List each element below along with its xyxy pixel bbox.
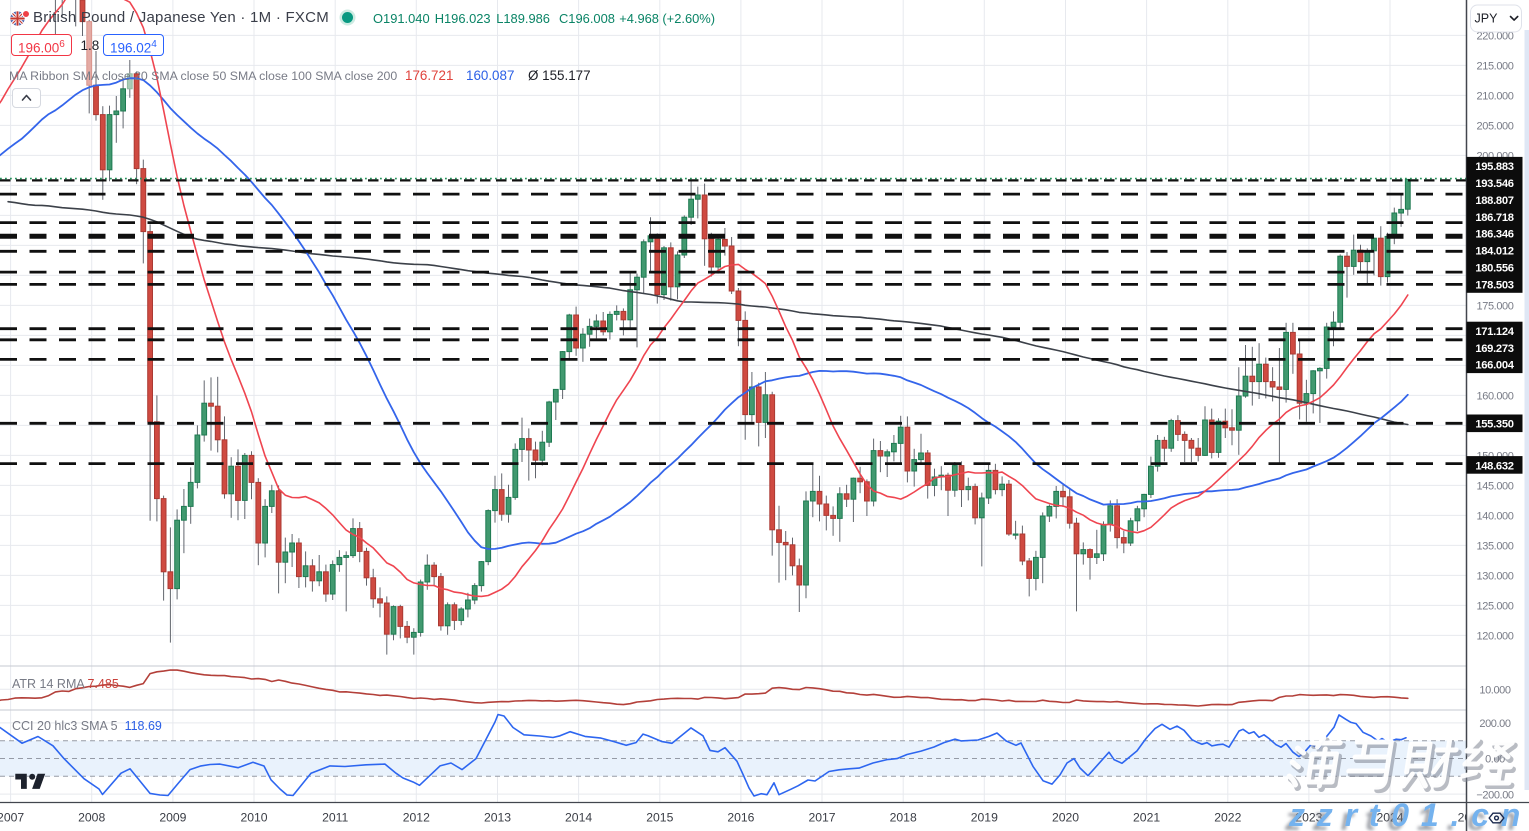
svg-text:120.000: 120.000: [1477, 631, 1514, 643]
svg-text:148.632: 148.632: [1475, 460, 1513, 472]
svg-text:155.350: 155.350: [1475, 419, 1513, 431]
svg-text:2024: 2024: [1376, 811, 1403, 825]
svg-text:215.000: 215.000: [1477, 61, 1514, 73]
svg-text:145.000: 145.000: [1477, 481, 1514, 493]
svg-text:180.556: 180.556: [1475, 263, 1513, 275]
svg-text:2012: 2012: [403, 811, 430, 825]
svg-text:140.000: 140.000: [1477, 511, 1514, 523]
svg-text:193.546: 193.546: [1475, 178, 1513, 190]
svg-text:160.000: 160.000: [1477, 391, 1514, 403]
svg-text:200.00: 200.00: [1479, 718, 1511, 730]
svg-text:178.503: 178.503: [1475, 279, 1513, 291]
svg-text:205.000: 205.000: [1477, 121, 1514, 133]
svg-text:186.346: 186.346: [1475, 229, 1513, 241]
svg-text:2014: 2014: [565, 811, 592, 825]
svg-text:2023: 2023: [1295, 811, 1322, 825]
svg-text:171.124: 171.124: [1475, 326, 1514, 338]
svg-text:186.718: 186.718: [1475, 212, 1513, 224]
svg-text:220.000: 220.000: [1477, 31, 1514, 43]
svg-text:10.000: 10.000: [1479, 685, 1511, 697]
svg-text:184.012: 184.012: [1475, 246, 1513, 258]
svg-text:2020: 2020: [1052, 811, 1079, 825]
svg-text:195.883: 195.883: [1475, 161, 1513, 173]
svg-text:130.000: 130.000: [1477, 571, 1514, 583]
svg-text:2025: 2025: [1458, 811, 1485, 825]
svg-text:2011: 2011: [322, 811, 348, 825]
svg-text:2017: 2017: [808, 811, 835, 825]
svg-text:169.273: 169.273: [1475, 343, 1513, 355]
svg-text:2008: 2008: [78, 811, 105, 825]
svg-text:166.004: 166.004: [1475, 360, 1514, 372]
svg-text:JPY: JPY: [1475, 12, 1499, 26]
svg-text:2009: 2009: [159, 811, 186, 825]
svg-text:210.000: 210.000: [1477, 91, 1514, 103]
svg-text:2007: 2007: [0, 811, 24, 825]
svg-text:135.000: 135.000: [1477, 541, 1514, 553]
svg-text:2015: 2015: [646, 811, 673, 825]
svg-text:2022: 2022: [1214, 811, 1241, 825]
svg-text:2010: 2010: [240, 811, 267, 825]
svg-text:175.000: 175.000: [1477, 301, 1514, 313]
svg-text:2013: 2013: [484, 811, 511, 825]
svg-text:188.807: 188.807: [1475, 195, 1513, 207]
svg-text:2021: 2021: [1133, 811, 1160, 825]
svg-text:2018: 2018: [890, 811, 917, 825]
svg-text:125.000: 125.000: [1477, 601, 1514, 613]
svg-text:2019: 2019: [971, 811, 998, 825]
svg-text:−200.00: −200.00: [1476, 789, 1514, 801]
svg-text:2016: 2016: [727, 811, 754, 825]
